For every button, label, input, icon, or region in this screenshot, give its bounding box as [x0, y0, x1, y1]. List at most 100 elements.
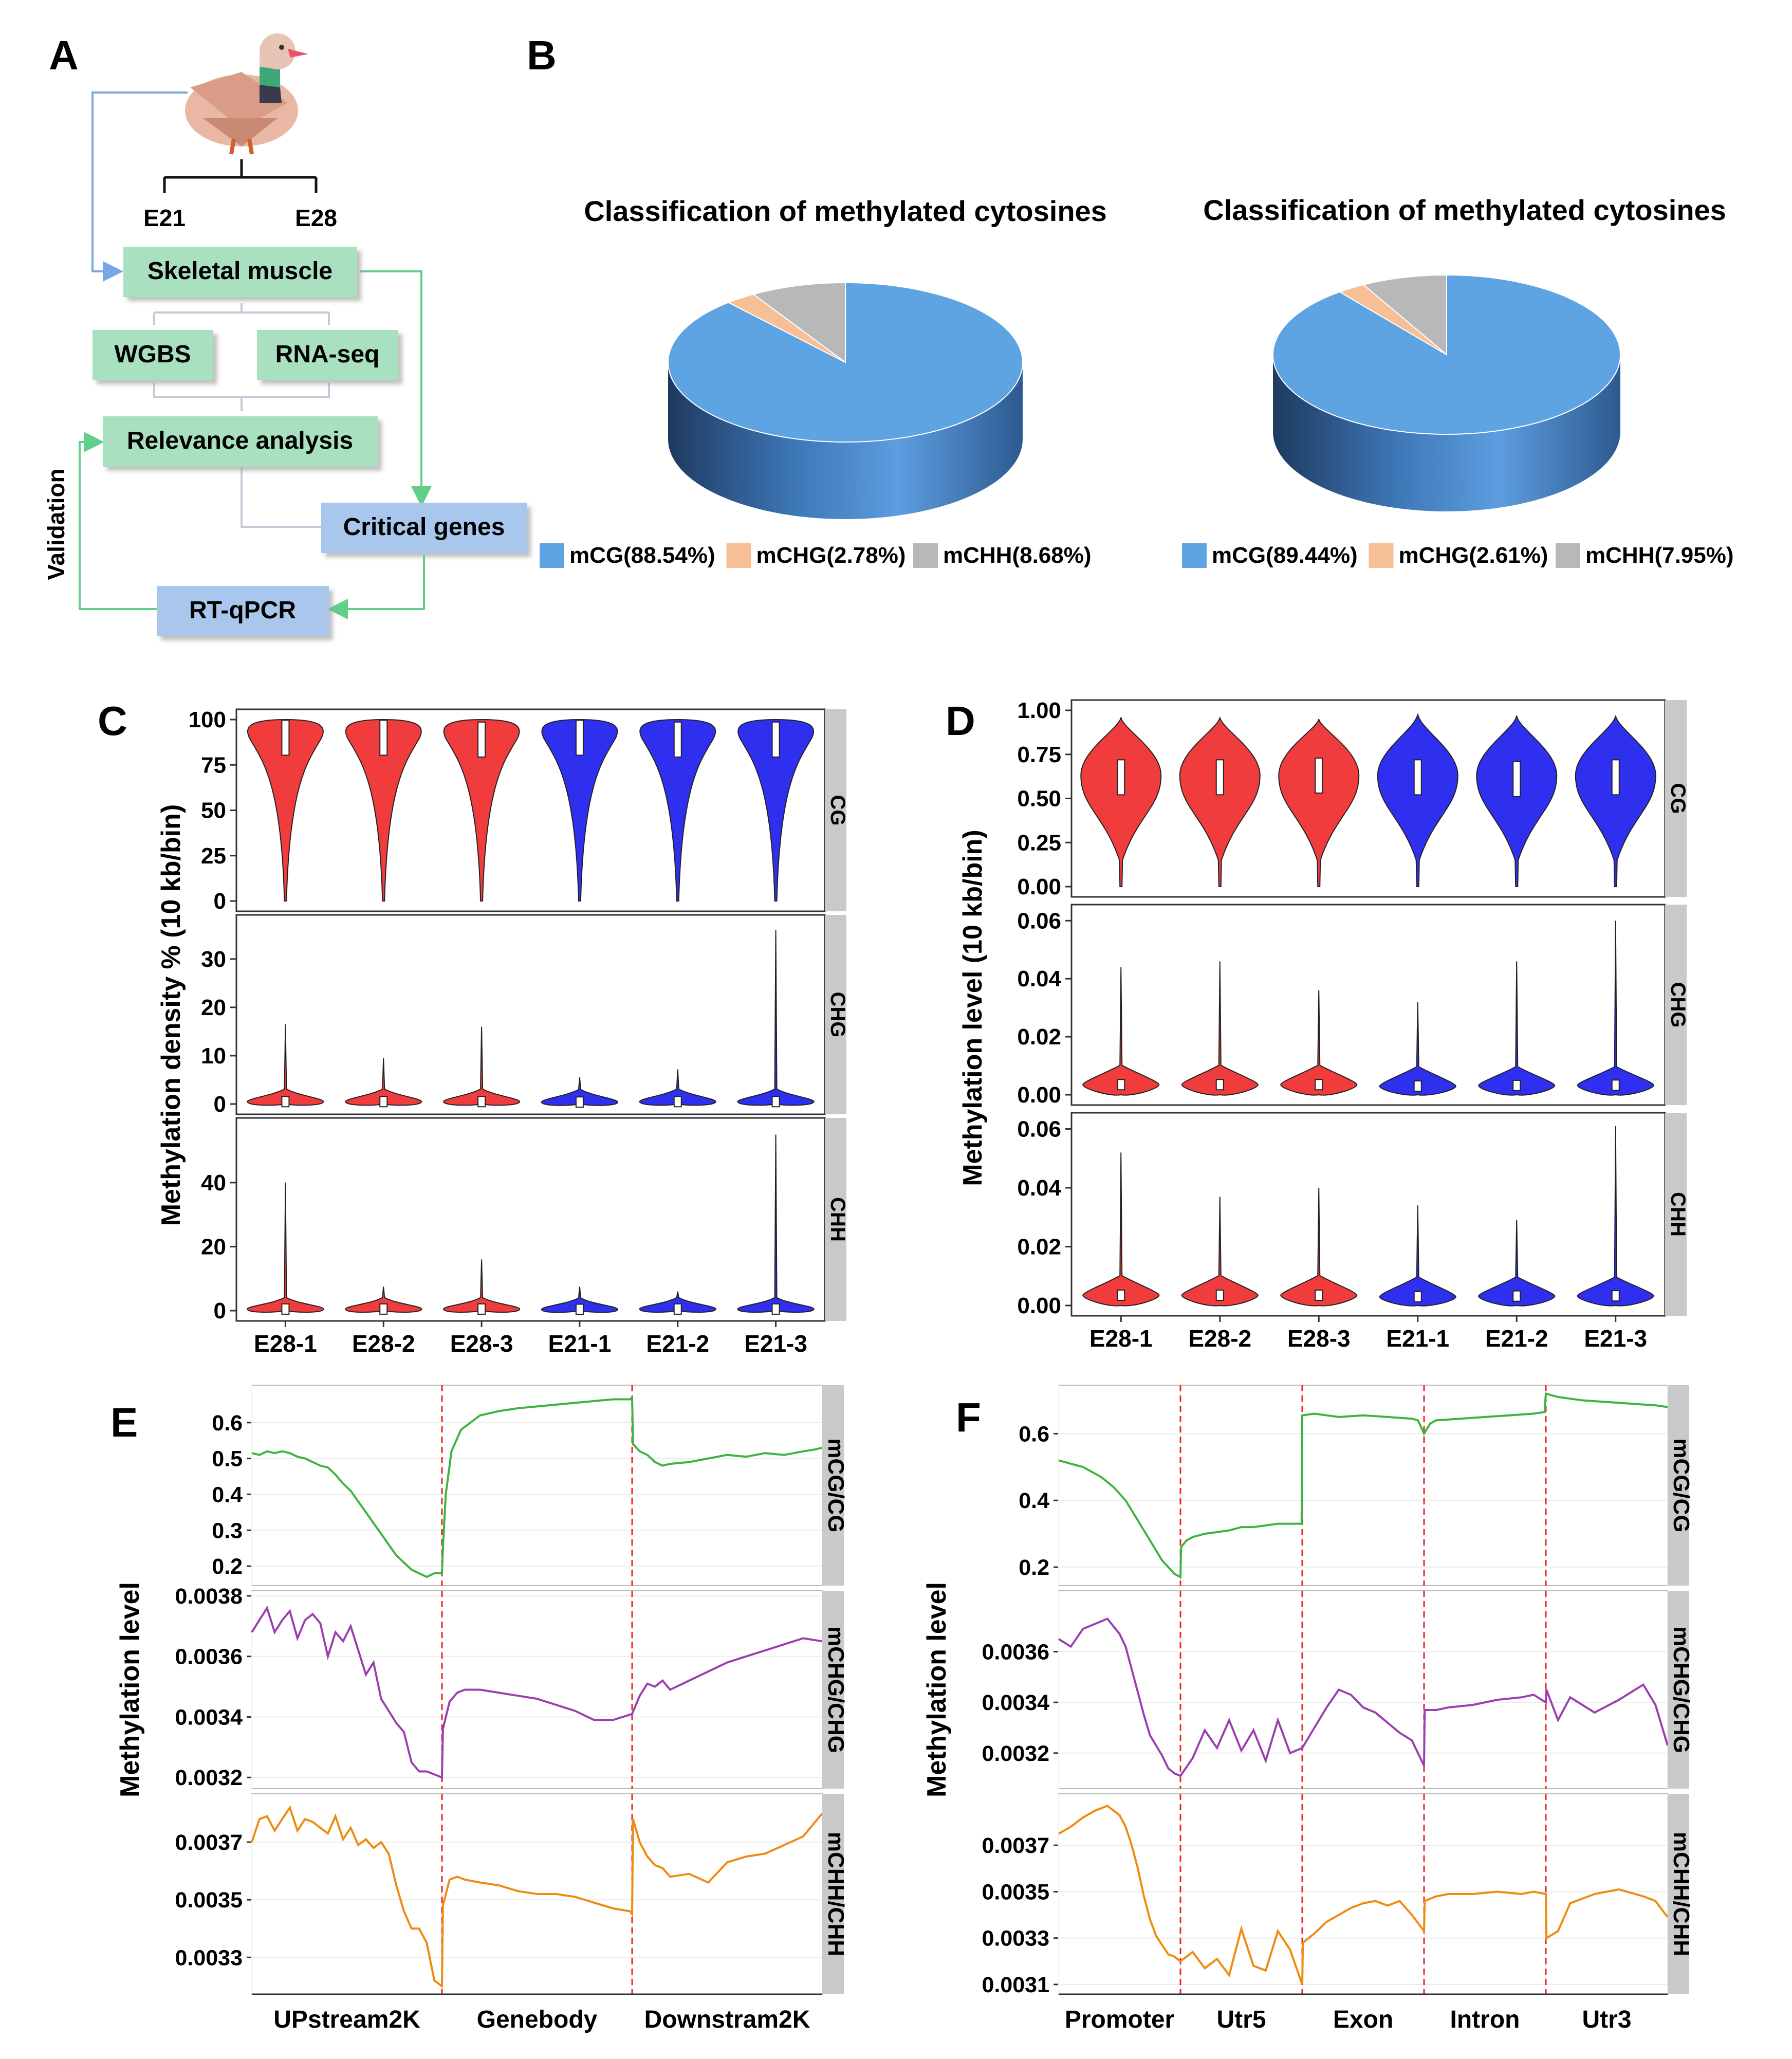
legend-label-mchh: mCHH(8.68%) [943, 543, 1092, 568]
box-e28-3 [1315, 1079, 1323, 1091]
series-line-1 [251, 1605, 823, 1779]
wgbs-label: WGBS [114, 341, 191, 368]
x-tick-label: E21-2 [646, 1330, 709, 1357]
facet-strip [825, 1118, 846, 1321]
x-tick-label: E28-2 [1188, 1325, 1251, 1352]
legend-swatch-mcg [540, 543, 564, 568]
stage-e28-label: E28 [295, 205, 337, 231]
box-e28-2 [379, 1303, 388, 1315]
violin-e21-3 [1575, 715, 1656, 887]
y-tick-label: 1.00 [1017, 698, 1061, 723]
y-tick-label: 40 [201, 1170, 226, 1196]
y-tick-label: 0.2 [1019, 1555, 1049, 1580]
y-axis-title: Methylation level [115, 1582, 145, 1797]
relevance-analysis-box [103, 416, 378, 467]
box-e21-1 [575, 1303, 584, 1315]
box-e28-3 [477, 1303, 486, 1315]
y-tick-label: 50 [201, 798, 226, 823]
y-tick-label: 0.6 [1019, 1422, 1049, 1446]
y-tick-label: 0.06 [1017, 908, 1061, 933]
violin-e21-1 [541, 719, 618, 902]
y-tick-label: 20 [201, 1234, 226, 1259]
rna-seq-label: RNA-seq [275, 341, 380, 368]
facet-label: CHH [1667, 1192, 1689, 1237]
facet-label: mCHH/CHH [823, 1832, 848, 1956]
facet-label: CG [1667, 783, 1689, 814]
y-tick-label: 0.0032 [175, 1766, 243, 1790]
y-tick-label: 30 [201, 947, 226, 972]
skeletal-muscle-label: Skeletal muscle [147, 258, 332, 285]
panel-label-c: C [98, 698, 127, 744]
series-line-1 [1058, 1617, 1669, 1777]
series-line-0 [251, 1395, 823, 1578]
relevance-analysis-label: Relevance analysis [127, 427, 353, 454]
box-e21-3 [771, 1096, 780, 1108]
x-tick-label: E28-3 [450, 1330, 513, 1357]
stage-e21-label: E21 [143, 205, 186, 231]
critical-genes-label: Critical genes [343, 513, 505, 541]
violin-e28-2 [1179, 717, 1261, 887]
violin-e21-2 [1478, 1220, 1556, 1307]
facet-label: mCHH/CHH [1669, 1832, 1694, 1956]
panel-label-e: E [110, 1400, 138, 1445]
rt-qpcr-label: RT-qPCR [189, 597, 296, 624]
line-chart-f: 0.2 0.4 0.6 mCG/CG 0.0032 0.0034 0.0036 mCHG/CH… [922, 1385, 1694, 2033]
y-tick-label: 0.2 [212, 1554, 243, 1579]
series-line-0 [1058, 1392, 1668, 1579]
box-e28-1 [281, 1303, 290, 1315]
panel-label-f: F [956, 1394, 981, 1440]
y-tick-label: 0.0033 [175, 1945, 243, 1970]
box-e28-2 [1215, 1079, 1224, 1091]
y-tick-label: 0.02 [1017, 1024, 1061, 1050]
facet-strip [1668, 1385, 1689, 1586]
violin-e21-3 [737, 719, 814, 902]
line-chart-e: 0.2 0.3 0.4 0.5 0.6 mCG/CG 0.0032 0.0034 0.0036 0… [115, 1385, 848, 2033]
y-axis-title: Methylation density % (10 kb/bin) [156, 804, 186, 1226]
facet-strip [825, 915, 846, 1114]
pie-title: Classification of methylated cytosines [584, 195, 1107, 227]
violin-e28-1 [1080, 717, 1162, 887]
y-tick-label: 100 [189, 707, 226, 732]
duck-icon [185, 33, 308, 155]
violin-e28-2 [1181, 1197, 1259, 1307]
x-region-label: UPstream2K [273, 2006, 420, 2033]
facet-strip [1665, 905, 1687, 1105]
y-tick-label: 0.0034 [175, 1705, 243, 1730]
facet-strip [1668, 1591, 1689, 1789]
box-e21-1 [1413, 1080, 1422, 1092]
series-line-2 [1058, 1805, 1669, 1985]
box-e28-1 [281, 1096, 290, 1108]
facet-label: mCG/CG [823, 1438, 848, 1532]
violin-e21-1 [1379, 1205, 1456, 1307]
facet-panel [1070, 699, 1666, 898]
y-tick-label: 0.0035 [175, 1888, 243, 1913]
critical-genes-box [321, 503, 527, 553]
facet-strip [825, 709, 846, 911]
pie-title: Classification of methylated cytosines [1203, 194, 1726, 226]
y-tick-label: 0.0035 [982, 1880, 1049, 1904]
box-e28-2 [379, 720, 388, 756]
facet-label: mCHG/CHG [1669, 1626, 1694, 1753]
pie-charts-panel: Classification of methylated cytosines mC… [540, 194, 1734, 568]
facet-label: mCG/CG [1669, 1438, 1694, 1532]
facet-panel [1058, 1590, 1668, 1789]
y-tick-label: 0.06 [1017, 1116, 1061, 1142]
y-axis-title: Methylation level [922, 1582, 952, 1797]
pie-slice-mchh [752, 282, 846, 363]
y-tick-label: 0.04 [1017, 1175, 1061, 1201]
y-tick-label: 75 [201, 752, 226, 778]
facet-label: CG [826, 795, 849, 826]
skeletal-muscle-box [123, 247, 357, 297]
violin-e28-3 [1278, 719, 1360, 887]
violin-e21-2 [1478, 961, 1556, 1096]
box-e21-1 [575, 1096, 584, 1108]
y-tick-label: 0.4 [212, 1482, 243, 1507]
panel-label-d: D [946, 698, 975, 744]
box-e28-1 [1117, 759, 1125, 796]
x-region-label: Intron [1450, 2006, 1520, 2033]
violin-e28-1 [247, 719, 324, 902]
y-tick-label: 0.4 [1019, 1488, 1049, 1513]
box-e21-1 [1413, 1291, 1422, 1302]
box-e21-3 [771, 1303, 780, 1315]
facet-strip [822, 1591, 844, 1789]
